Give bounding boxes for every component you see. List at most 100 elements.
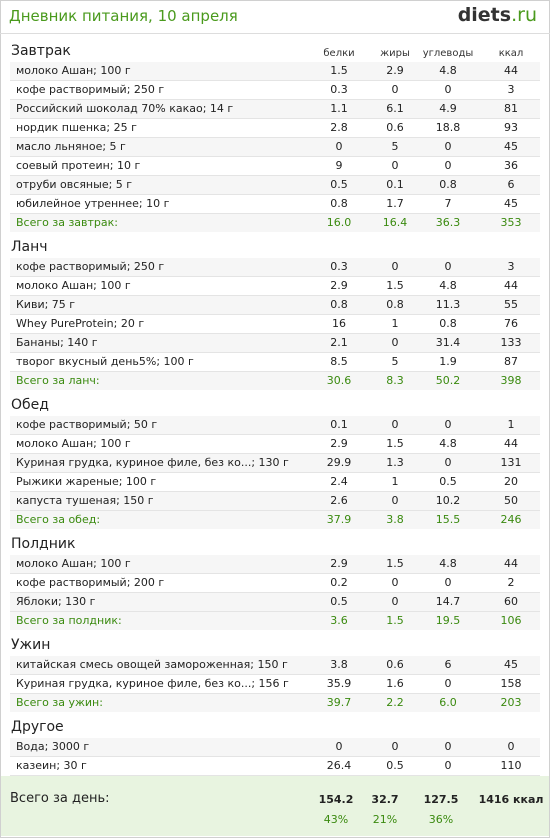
table-row: кофе растворимый; 200 г 0.2 0 0 2 <box>10 574 540 593</box>
kcal-value: 110 <box>500 759 522 772</box>
column-header-carbs: углеводы <box>422 48 474 59</box>
page-title: Дневник питания, 10 апреля <box>9 7 238 25</box>
protein-value: 2.9 <box>330 557 348 570</box>
section-title: Полдник <box>11 536 76 552</box>
item-name: молоко Ашан; 100 г <box>16 64 131 77</box>
site-logo[interactable]: diets.ru <box>458 4 537 26</box>
page-header: Дневник питания, 10 апреля diets.ru <box>0 0 550 34</box>
table-row: соевый протеин; 10 г 9 0 0 36 <box>10 157 540 176</box>
protein-value: 3.8 <box>330 658 348 671</box>
column-header-kcal: ккал <box>498 48 524 59</box>
table-row: Российский шоколад 70% какао; 14 г 1.1 6.1… <box>10 100 540 119</box>
total-protein-value: 39.7 <box>326 696 352 709</box>
carbs-value: 4.8 <box>439 437 457 450</box>
fat-value: 0.1 <box>386 178 404 191</box>
kcal-value: 3 <box>507 83 515 96</box>
item-name: масло льняное; 5 г <box>16 140 126 153</box>
section-total-row: Всего за ужин: 39.7 2.2 6.0 203 <box>10 694 540 712</box>
table-row: масло льняное; 5 г 0 5 0 45 <box>10 138 540 157</box>
table-row: китайская смесь овощей замороженная; 150… <box>10 656 540 675</box>
fat-value: 0 <box>391 159 399 172</box>
fat-value: 0 <box>391 418 399 431</box>
total-item-name: Всего за завтрак: <box>16 216 119 229</box>
total-carbs-value: 50.2 <box>435 374 461 387</box>
item-name: молоко Ашан; 100 г <box>16 279 131 292</box>
table-row: Вода; 3000 г 0 0 0 0 <box>10 738 540 757</box>
carbs-value: 0 <box>444 159 452 172</box>
item-name: Бананы; 140 г <box>16 336 98 349</box>
protein-value: 35.9 <box>326 677 352 690</box>
carbs-value: 0 <box>444 140 452 153</box>
kcal-value: 36 <box>504 159 518 172</box>
fat-value: 1 <box>391 317 399 330</box>
kcal-value: 93 <box>504 121 518 134</box>
column-header-protein: белки <box>323 48 355 59</box>
carbs-value: 0.8 <box>439 178 457 191</box>
total-fat-value: 1.5 <box>386 614 404 627</box>
carbs-value: 4.8 <box>439 279 457 292</box>
protein-value: 16 <box>332 317 346 330</box>
carbs-value: 0 <box>444 576 452 589</box>
kcal-value: 44 <box>504 279 518 292</box>
item-name: кофе растворимый; 250 г <box>16 83 165 96</box>
table-row: казеин; 30 г 26.4 0.5 0 110 <box>10 757 540 776</box>
section-total-row: Всего за завтрак: 16.0 16.4 36.3 353 <box>10 214 540 232</box>
fat-value: 0 <box>391 83 399 96</box>
item-name: кофе растворимый; 50 г <box>16 418 158 431</box>
kcal-value: 131 <box>500 456 522 469</box>
carbs-value: 7 <box>444 197 452 210</box>
total-protein-value: 3.6 <box>330 614 348 627</box>
protein-value: 1.5 <box>330 64 348 77</box>
table-row: Куриная грудка, куриное филе, без ко...;… <box>10 675 540 694</box>
kcal-value: 0 <box>507 740 515 753</box>
table-row: Whey PureProtein; 20 г 16 1 0.8 76 <box>10 315 540 334</box>
table-row: кофе растворимый; 50 г 0.1 0 0 1 <box>10 416 540 435</box>
table-row: Рыжики жареные; 100 г 2.4 1 0.5 20 <box>10 473 540 492</box>
item-name: Киви; 75 г <box>16 298 76 311</box>
carbs-value: 4.8 <box>439 557 457 570</box>
item-name: Куриная грудка, куриное филе, без ко...;… <box>16 456 289 469</box>
protein-value: 0.5 <box>330 595 348 608</box>
table-row: кофе растворимый; 250 г 0.3 0 0 3 <box>10 258 540 277</box>
carbs-value: 0.5 <box>439 475 457 488</box>
day-total-label: Всего за день: <box>10 791 110 806</box>
carbs-value: 0 <box>444 456 452 469</box>
item-name: кофе растворимый; 250 г <box>16 260 165 273</box>
total-kcal-value: 106 <box>500 614 522 627</box>
item-name: нордик пшенка; 25 г <box>16 121 137 134</box>
protein-value: 2.9 <box>330 437 348 450</box>
table-row: Яблоки; 130 г 0.5 0 14.7 60 <box>10 593 540 612</box>
section-title: Завтрак <box>11 43 71 59</box>
fat-value: 0.8 <box>386 298 404 311</box>
day-total-fat: 32.7 <box>371 793 399 806</box>
kcal-value: 133 <box>500 336 522 349</box>
total-fat-value: 8.3 <box>386 374 404 387</box>
fat-value: 2.9 <box>386 64 404 77</box>
item-name: китайская смесь овощей замороженная; 150… <box>16 658 288 671</box>
item-name: соевый протеин; 10 г <box>16 159 141 172</box>
fat-value: 5 <box>391 355 399 368</box>
table-row: нордик пшенка; 25 г 2.8 0.6 18.8 93 <box>10 119 540 138</box>
table-row: Бананы; 140 г 2.1 0 31.4 133 <box>10 334 540 353</box>
fat-value: 0.6 <box>386 658 404 671</box>
total-fat-value: 3.8 <box>386 513 404 526</box>
protein-value: 8.5 <box>330 355 348 368</box>
total-item-name: Всего за ланч: <box>16 374 100 387</box>
column-header-fat: жиры <box>380 48 410 59</box>
carbs-value: 0 <box>444 418 452 431</box>
kcal-value: 45 <box>504 140 518 153</box>
kcal-value: 45 <box>504 658 518 671</box>
table-row: Куриная грудка, куриное филе, без ко...;… <box>10 454 540 473</box>
item-name: казеин; 30 г <box>16 759 87 772</box>
total-fat-value: 2.2 <box>386 696 404 709</box>
section-header: Полдник <box>0 535 550 555</box>
fat-value: 0 <box>391 576 399 589</box>
section-total-row: Всего за ланч: 30.6 8.3 50.2 398 <box>10 372 540 390</box>
section-header: Ланч <box>0 238 550 258</box>
kcal-value: 76 <box>504 317 518 330</box>
protein-value: 2.8 <box>330 121 348 134</box>
protein-value: 26.4 <box>326 759 352 772</box>
carbs-value: 10.2 <box>435 494 461 507</box>
protein-value: 9 <box>335 159 343 172</box>
item-name: Рыжики жареные; 100 г <box>16 475 157 488</box>
